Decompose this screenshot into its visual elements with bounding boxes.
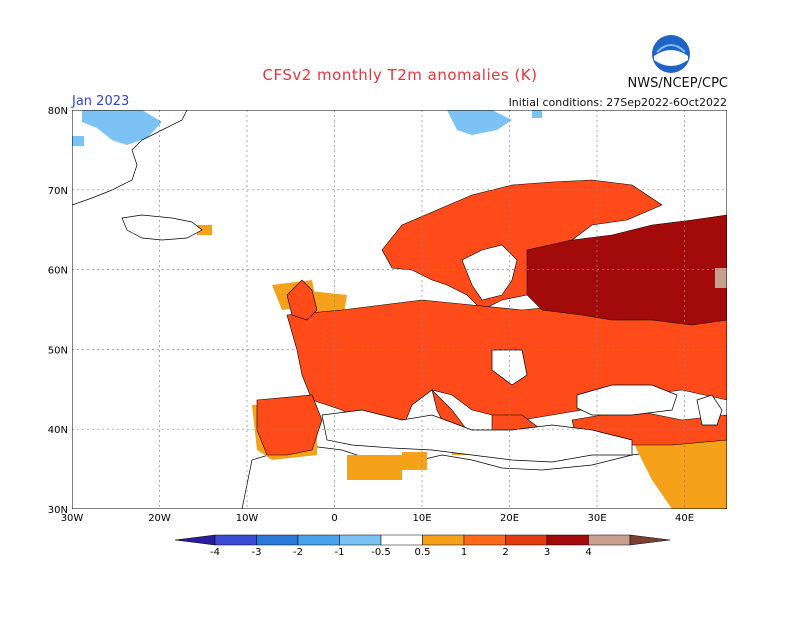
colorbar-swatch: [380, 534, 423, 546]
baltic-sea: [461, 244, 518, 301]
colorbar-tick-label: 2: [502, 547, 508, 558]
colorbar-swatch: [588, 534, 631, 546]
figure-title: CFSv2 monthly T2m anomalies (K): [262, 66, 538, 84]
lat-label: 30N: [48, 505, 68, 516]
initial-conditions: Initial conditions: 27Sep2022-6Oct2022: [508, 96, 727, 109]
lat-label: 80N: [48, 106, 68, 117]
noaa-logo: [651, 34, 691, 74]
lon-label: 10W: [236, 513, 259, 524]
colorbar-swatch: [339, 534, 382, 546]
colorbar-swatch: [546, 534, 589, 546]
graticule: [72, 110, 727, 509]
lon-label: 20E: [500, 513, 519, 524]
anomaly-neg-1-0.5: [72, 110, 542, 146]
colorbar-swatch: [505, 534, 548, 546]
colorbar-swatch: [297, 534, 340, 546]
lat-label: 50N: [48, 345, 68, 356]
iceland: [121, 214, 203, 241]
anomaly-3-4: [715, 268, 727, 288]
colorbar-tick-label: -3: [252, 547, 262, 558]
lon-label: 10E: [413, 513, 432, 524]
lat-label: 60N: [48, 266, 68, 277]
colorbar-tick-label: -1: [335, 547, 345, 558]
colorbar: -4 -3 -2 -1 -0.5 0.5 1 2 3 4: [174, 534, 671, 558]
inland-seas: [491, 349, 723, 426]
lon-label: 0: [331, 513, 337, 524]
colorbar-min-triangle: [174, 534, 216, 546]
colorbar-tick-label: 3: [544, 547, 550, 558]
colorbar-tick-label: -4: [210, 547, 220, 558]
lon-label: 20W: [148, 513, 171, 524]
colorbar-tick-label: -0.5: [371, 547, 391, 558]
greenland-coast: [72, 110, 188, 206]
colorbar-tick-label: 1: [461, 547, 467, 558]
latitude-labels: 80N 70N 60N 50N 40N 30N: [48, 106, 68, 516]
lon-label: 40E: [675, 513, 694, 524]
lon-label: 30E: [588, 513, 607, 524]
colorbar-swatch: [422, 534, 465, 546]
forecast-month: Jan 2023: [72, 94, 130, 109]
longitude-labels: 30W 20W 10W 0 10E 20E 30E 40E: [61, 513, 694, 524]
mediterranean-sea: [321, 409, 633, 463]
lat-label: 40N: [48, 425, 68, 436]
colorbar-tick-label: 4: [585, 547, 591, 558]
colorbar-tick-label: 0.5: [415, 547, 431, 558]
colorbar-swatch: [256, 534, 299, 546]
lon-label: 30W: [61, 513, 84, 524]
colorbar-swatch: [463, 534, 506, 546]
colorbar-swatch: [214, 534, 257, 546]
agency-label: NWS/NCEP/CPC: [627, 76, 728, 91]
anomaly-map: [72, 110, 727, 509]
colorbar-max-triangle: [629, 534, 671, 546]
lat-label: 70N: [48, 186, 68, 197]
colorbar-tick-label: -2: [293, 547, 303, 558]
anomaly-2-3: [526, 214, 727, 326]
